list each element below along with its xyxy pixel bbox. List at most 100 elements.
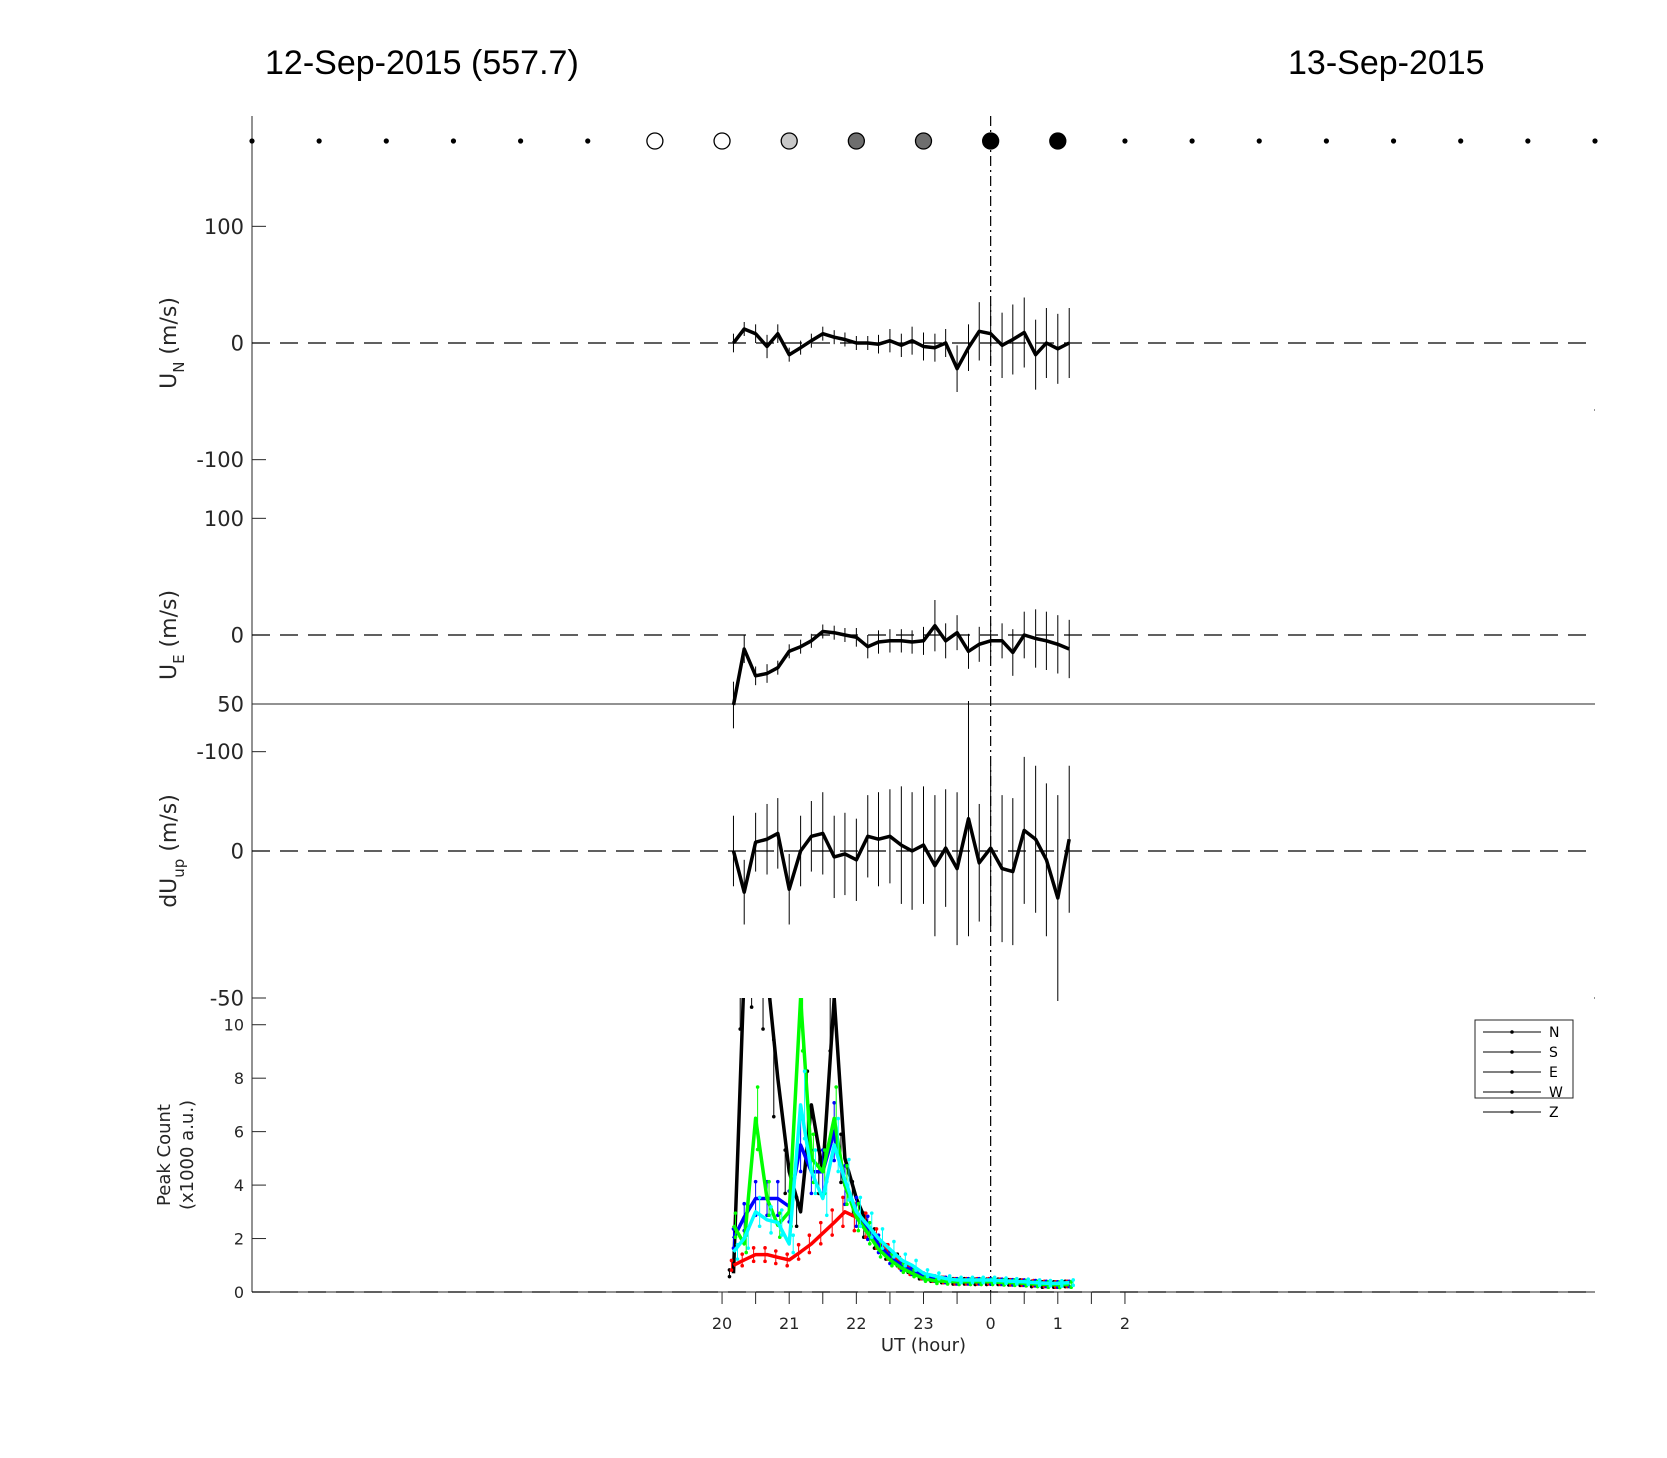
legend-label: W <box>1549 1085 1563 1101</box>
data-point <box>901 1270 906 1275</box>
data-point <box>890 1263 894 1268</box>
data-point <box>970 1275 975 1280</box>
legend-marker <box>1510 1110 1514 1114</box>
data-point <box>818 1241 823 1246</box>
data-point <box>1004 1276 1008 1280</box>
data-point <box>1026 1277 1031 1281</box>
y-tick-label: 10 <box>224 1015 244 1034</box>
data-point <box>937 1271 941 1275</box>
data-point <box>785 1252 789 1256</box>
data-point <box>813 1191 818 1196</box>
y-axis-label: dUup (m/s) <box>157 794 188 908</box>
sky-indicator-marker <box>517 138 524 144</box>
data-point <box>771 1114 776 1119</box>
sky-indicator-marker <box>1256 138 1262 144</box>
y-tick-label: 0 <box>231 840 244 864</box>
y-tick-label: -100 <box>196 448 244 472</box>
data-point <box>869 1235 874 1240</box>
data-point <box>981 1275 986 1280</box>
y-tick-label: 4 <box>234 1176 244 1195</box>
y-axis-label: UN (m/s) <box>157 297 188 389</box>
sky-indicator-marker <box>316 138 322 144</box>
sky-indicator-marker <box>982 132 1000 150</box>
data-point <box>878 1255 883 1259</box>
data-point <box>809 1191 814 1196</box>
data-point <box>791 1233 795 1238</box>
y-axis-label: UE (m/s) <box>157 590 188 680</box>
sky-indicator-marker <box>1390 138 1397 144</box>
y-tick-label: 100 <box>204 215 244 239</box>
data-point <box>847 1157 851 1162</box>
legend-label: N <box>1549 1025 1559 1041</box>
y-tick-label: 0 <box>234 1283 244 1302</box>
x-tick-label: 20 <box>712 1314 732 1333</box>
data-point <box>763 1246 767 1250</box>
data-point <box>841 1195 845 1200</box>
data-point <box>761 912 765 916</box>
data-point <box>880 1227 885 1231</box>
sky-indicator-marker <box>383 138 389 144</box>
data-point <box>753 1179 758 1184</box>
data-point <box>845 1202 849 1207</box>
data-point <box>744 1250 749 1255</box>
data-point <box>847 1198 851 1202</box>
data-point <box>854 1195 859 1200</box>
data-point <box>830 1233 834 1237</box>
data-point <box>749 1005 754 1009</box>
data-point <box>735 1257 740 1261</box>
data-point <box>1071 1278 1076 1282</box>
data-point <box>1015 1276 1019 1281</box>
data-point <box>874 1227 879 1231</box>
data-point <box>727 1274 732 1279</box>
data-layer <box>727 297 1076 1290</box>
data-point <box>818 1220 823 1225</box>
legend-marker <box>1510 1030 1514 1034</box>
y-tick-label: 6 <box>234 1122 244 1141</box>
legend-label: E <box>1549 1065 1558 1081</box>
data-point <box>813 1148 818 1152</box>
x-tick-label: 22 <box>846 1314 866 1333</box>
data-point <box>880 1246 885 1250</box>
data-point <box>1060 1284 1064 1288</box>
data-point <box>867 1241 872 1246</box>
data-point <box>856 1201 861 1206</box>
y-axis-label: Peak Count <box>154 1104 175 1206</box>
data-point <box>852 1228 857 1233</box>
data-point <box>757 1224 762 1229</box>
data-point <box>858 1195 863 1200</box>
data-point <box>773 1249 778 1253</box>
data-point <box>769 1205 773 1209</box>
series-ue <box>731 600 1070 729</box>
data-point <box>738 912 742 916</box>
data-point <box>992 1275 997 1280</box>
data-point <box>796 1257 801 1261</box>
data-point <box>832 1100 836 1105</box>
data-point <box>769 1231 773 1235</box>
sky-indicator-marker <box>1525 138 1531 144</box>
data-point <box>746 1246 751 1250</box>
x-tick-label: 23 <box>913 1314 933 1333</box>
y-tick-label: 50 <box>217 693 244 717</box>
sky-indicator-marker <box>914 132 933 150</box>
data-point <box>841 1224 845 1229</box>
legend-marker <box>1510 1090 1514 1094</box>
x-axis-label: UT (hour) <box>881 1335 966 1356</box>
data-point <box>767 1179 771 1184</box>
data-point <box>914 1258 918 1263</box>
x-tick-label: 21 <box>779 1314 799 1333</box>
data-point <box>925 1268 930 1272</box>
data-point <box>751 1259 756 1264</box>
data-point <box>801 943 805 947</box>
sky-indicator-marker <box>1122 138 1128 144</box>
left-date-title: 12-Sep-2015 (557.7) <box>265 44 579 82</box>
data-point <box>729 1258 734 1263</box>
data-point <box>761 1027 765 1031</box>
sky-indicator-row <box>249 132 1598 150</box>
data-point <box>811 1132 816 1137</box>
data-point <box>775 1179 780 1184</box>
sky-indicator-marker <box>585 138 591 144</box>
x-tick-label: 0 <box>986 1314 996 1333</box>
peak-series-group <box>727 912 1076 1290</box>
sky-indicator-marker <box>646 132 664 150</box>
